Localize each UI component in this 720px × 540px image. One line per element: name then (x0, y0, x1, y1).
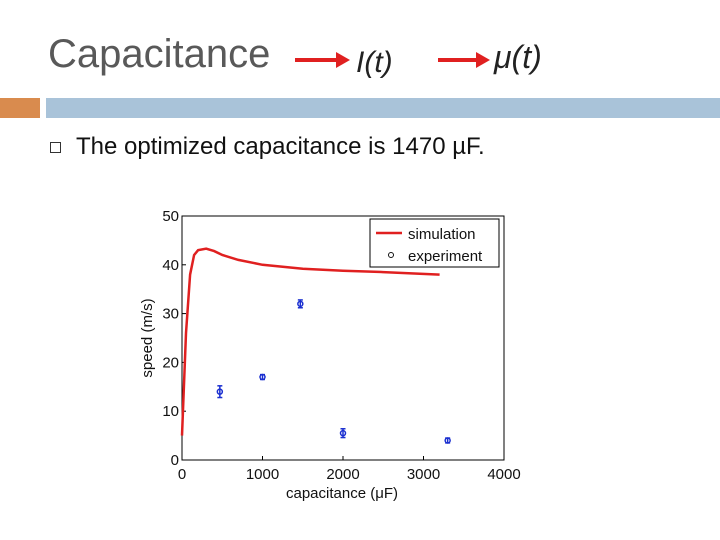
header-band-accent (0, 98, 40, 118)
experiment-point (216, 388, 224, 395)
formula-right: μ(t) (493, 39, 542, 75)
x-tick-label: 0 (178, 466, 186, 483)
y-tick-label: 40 (162, 257, 179, 274)
legend-experiment-marker (388, 252, 394, 258)
x-tick-label: 1000 (246, 466, 279, 483)
y-tick-label: 30 (162, 306, 179, 323)
legend-experiment-label: experiment (408, 248, 483, 265)
experiment-point (259, 373, 266, 381)
formula-left: I(t) (356, 46, 393, 79)
x-axis-ticks: 0 1000 2000 3000 4000 (178, 456, 521, 483)
legend-box (369, 218, 500, 268)
experiment-series (216, 299, 451, 444)
experiment-point (339, 429, 347, 437)
slide-title: Capacitance (48, 32, 271, 76)
x-tick-label: 4000 (487, 466, 520, 483)
header-band (46, 98, 720, 118)
y-tick-label: 10 (162, 403, 179, 420)
experiment-point (297, 300, 304, 308)
x-tick-label: 2000 (326, 466, 359, 483)
formula-area: I(t) μ(t) (295, 39, 542, 79)
y-axis-label: speed (m/s) (139, 298, 156, 377)
arrow-2-head (476, 52, 490, 68)
experiment-point (444, 437, 451, 444)
legend: simulation experiment (369, 218, 500, 268)
y-tick-label: 20 (162, 354, 179, 371)
y-tick-label: 0 (171, 452, 179, 469)
y-tick-label: 50 (162, 208, 179, 225)
legend-simulation-label: simulation (408, 226, 476, 243)
bullet-square-icon (50, 142, 61, 153)
y-axis-ticks: 0 10 20 30 40 50 (162, 208, 186, 469)
bullet-text: The optimized capacitance is 1470 µF. (76, 133, 485, 160)
x-axis-label: capacitance (μF) (286, 485, 398, 502)
arrow-1-head (336, 52, 350, 68)
simulation-series-line (180, 247, 440, 436)
x-tick-label: 3000 (407, 466, 440, 483)
